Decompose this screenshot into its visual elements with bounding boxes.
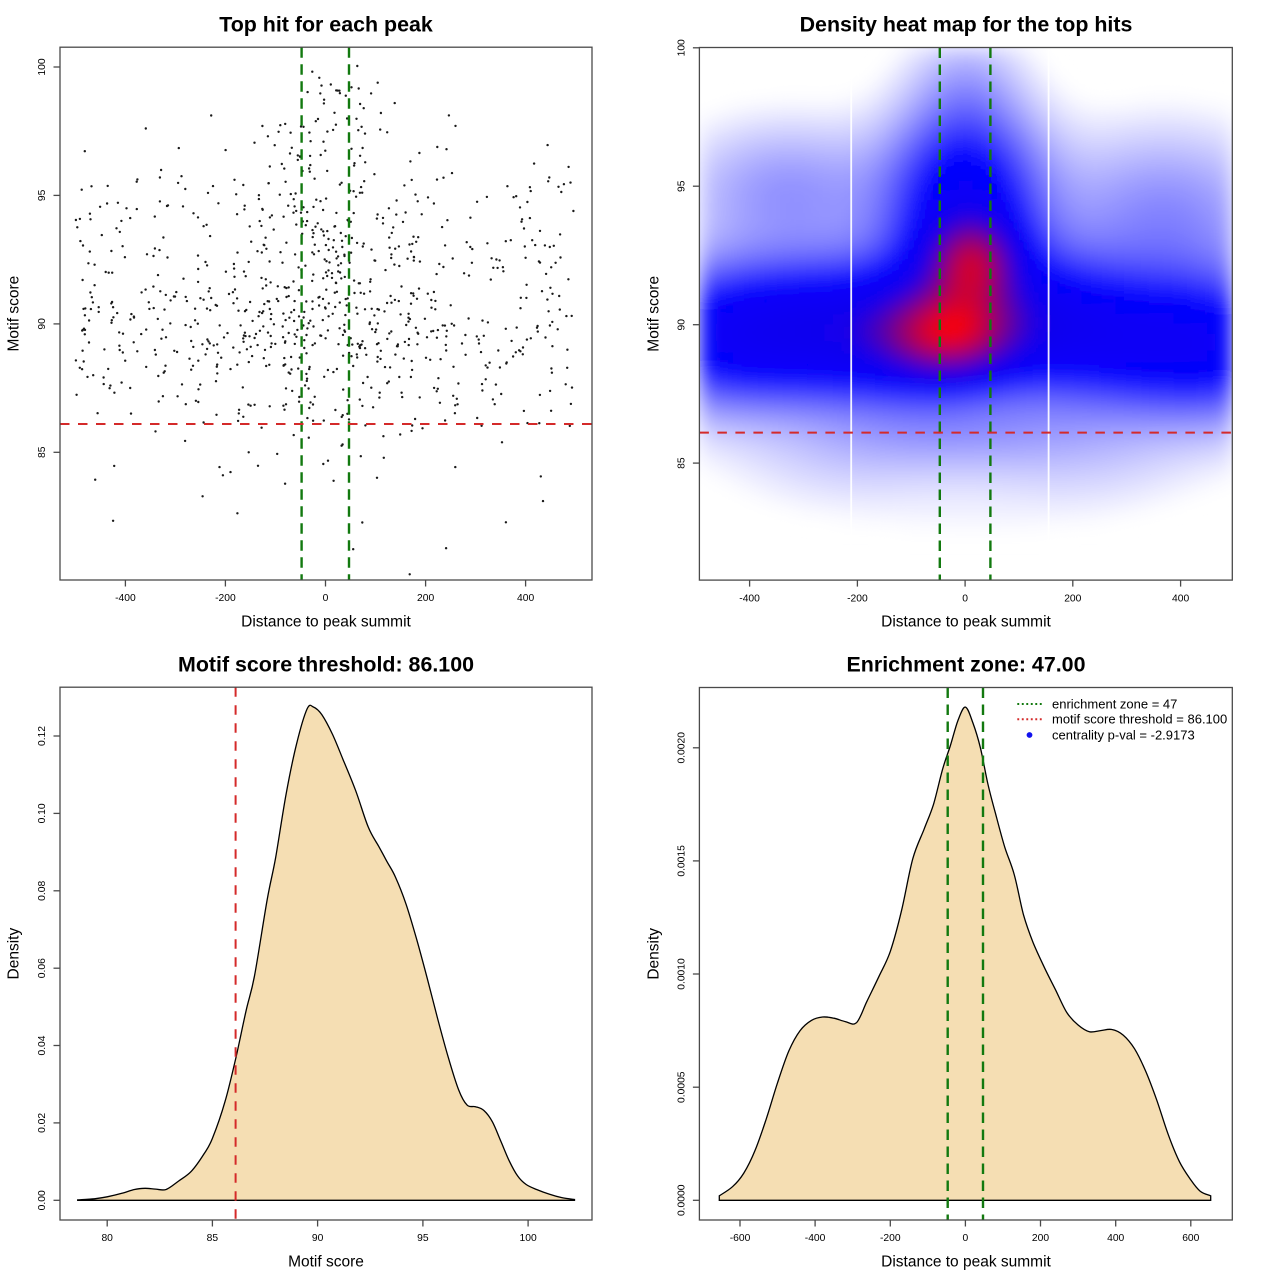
svg-text:95: 95 <box>417 1233 429 1244</box>
svg-text:Top hit for each peak: Top hit for each peak <box>219 13 433 37</box>
svg-text:200: 200 <box>1064 593 1081 604</box>
svg-text:600: 600 <box>1182 1233 1199 1244</box>
svg-text:-200: -200 <box>880 1233 901 1244</box>
svg-text:0: 0 <box>323 593 329 604</box>
svg-text:Distance to peak summit: Distance to peak summit <box>881 614 1051 631</box>
svg-text:Motif score threshold: 86.100: Motif score threshold: 86.100 <box>178 653 474 677</box>
svg-text:enrichment zone = 47: enrichment zone = 47 <box>1052 697 1177 712</box>
svg-text:0.0010: 0.0010 <box>676 958 687 990</box>
svg-text:90: 90 <box>676 319 687 331</box>
svg-text:Motif score: Motif score <box>288 1254 364 1271</box>
svg-text:0.00: 0.00 <box>37 1190 48 1210</box>
svg-text:0: 0 <box>962 593 968 604</box>
svg-text:400: 400 <box>1107 1233 1124 1244</box>
svg-text:80: 80 <box>101 1233 113 1244</box>
svg-text:200: 200 <box>1032 1233 1049 1244</box>
svg-text:Distance to peak summit: Distance to peak summit <box>881 1254 1051 1271</box>
svg-text:0.0005: 0.0005 <box>676 1071 687 1103</box>
svg-text:-600: -600 <box>730 1233 751 1244</box>
svg-text:400: 400 <box>517 593 534 604</box>
svg-text:-400: -400 <box>805 1233 826 1244</box>
svg-text:Distance to peak summit: Distance to peak summit <box>241 614 411 631</box>
svg-text:90: 90 <box>312 1233 324 1244</box>
svg-text:100: 100 <box>676 39 687 56</box>
svg-text:0.04: 0.04 <box>37 1035 48 1055</box>
svg-text:0.08: 0.08 <box>37 881 48 901</box>
svg-text:Motif score: Motif score <box>646 276 663 352</box>
svg-text:-400: -400 <box>115 593 136 604</box>
svg-text:85: 85 <box>37 446 48 458</box>
svg-text:-200: -200 <box>215 593 236 604</box>
svg-text:0.0015: 0.0015 <box>676 845 687 877</box>
svg-text:200: 200 <box>417 593 434 604</box>
svg-text:100: 100 <box>37 58 48 75</box>
svg-text:0.02: 0.02 <box>37 1113 48 1133</box>
svg-text:0.06: 0.06 <box>37 958 48 978</box>
svg-text:motif score threshold = 86.100: motif score threshold = 86.100 <box>1052 712 1227 727</box>
svg-text:Density: Density <box>6 928 23 980</box>
svg-text:85: 85 <box>676 457 687 469</box>
svg-text:0.12: 0.12 <box>37 726 48 746</box>
svg-text:95: 95 <box>676 180 687 192</box>
svg-text:Density: Density <box>646 928 663 980</box>
svg-text:95: 95 <box>37 189 48 201</box>
svg-text:85: 85 <box>207 1233 219 1244</box>
svg-text:-200: -200 <box>847 593 868 604</box>
svg-text:0: 0 <box>963 1233 969 1244</box>
svg-text:90: 90 <box>37 318 48 330</box>
svg-text:Density heat map for the top h: Density heat map for the top hits <box>800 13 1133 37</box>
svg-text:100: 100 <box>520 1233 537 1244</box>
svg-text:-400: -400 <box>739 593 760 604</box>
svg-text:0.10: 0.10 <box>37 803 48 823</box>
svg-text:Motif score: Motif score <box>6 276 23 352</box>
svg-text:0.0000: 0.0000 <box>676 1184 687 1216</box>
svg-text:Enrichment zone: 47.00: Enrichment zone: 47.00 <box>847 653 1086 677</box>
svg-text:centrality p-val = -2.9173: centrality p-val = -2.9173 <box>1052 728 1195 743</box>
svg-text:0.0020: 0.0020 <box>676 732 687 764</box>
svg-text:400: 400 <box>1172 593 1189 604</box>
